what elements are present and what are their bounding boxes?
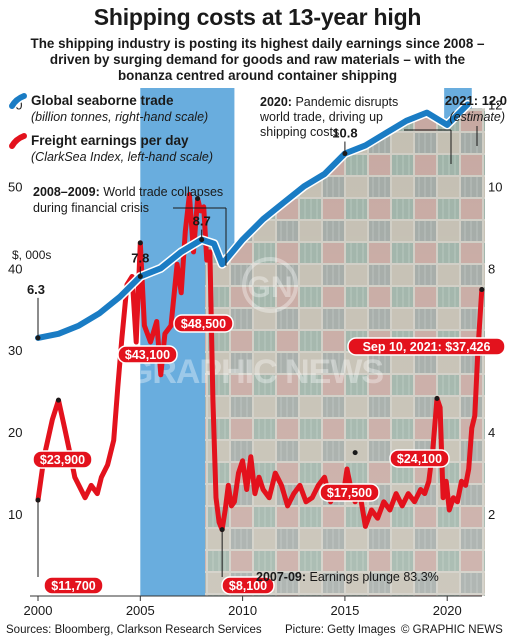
trade-point-6.3 [35, 335, 41, 341]
right-tick-label-12: 12 [488, 97, 502, 112]
x-tick-label-2020: 2020 [433, 603, 462, 618]
left-tick-label-30: 30 [8, 343, 22, 358]
earnings-label-box-$24,100 [389, 449, 450, 468]
right-tick-label-4: 4 [488, 425, 495, 440]
footer-copyright: © GRAPHIC NEWS [401, 624, 503, 636]
annotation-crisis-years: 2008–2009: [33, 185, 100, 199]
legend-earnings-label: Freight earnings per day [31, 133, 189, 148]
footer-sources: Sources: Bloomberg, Clarkson Research Se… [6, 624, 262, 636]
earnings-label-box-$17,500 [319, 483, 380, 502]
earnings-label-box-Sep 10, 2021: $37,426 [347, 337, 506, 356]
earnings-point-Sep 10, 2021: $37,426 [479, 287, 485, 293]
legend-trade-note: (billion tonnes, right-hand scale) [31, 110, 208, 124]
left-tick-label-50: 50 [8, 179, 22, 194]
earnings-point-$11,700 [35, 497, 41, 503]
trade-label-7.8: 7.8 [131, 250, 149, 265]
earnings-point-$48,500 [195, 196, 201, 202]
left-tick-label-20: 20 [8, 425, 22, 440]
x-axis-ticks: 2000 2005 2010 2015 2020 [24, 596, 462, 618]
earnings-label-$23,900: $23,900 [40, 453, 85, 467]
trade-point-7.8 [137, 273, 143, 279]
earnings-label-box-$8,100 [221, 576, 275, 595]
legend-trade-swatch [9, 93, 27, 109]
earnings-label-box-$11,700 [43, 576, 104, 595]
left-tick-label-10: 10 [8, 507, 22, 522]
annotation-pandemic: 2020: Pandemic disrupts world trade, dri… [259, 95, 452, 164]
subtitle-line-2: driven by surging demand for goods and r… [49, 52, 466, 67]
left-axis-unit: $, 000s [12, 248, 51, 262]
trade-point-10.8 [342, 151, 348, 157]
earnings-label-$11,700: $11,700 [51, 579, 96, 593]
annotation-plunge-line: 2007-09: Earnings plunge 83.3% [256, 570, 439, 584]
annotation-estimate: 2021: 12.0 (estimate) [445, 93, 507, 146]
annotation-plunge: 2007-09: Earnings plunge 83.3% [256, 570, 439, 584]
earnings-point-$17,500 [352, 450, 358, 456]
x-tick-label-2000: 2000 [24, 603, 53, 618]
earnings-label-box-$43,100 [117, 345, 178, 364]
right-tick-label-10: 10 [488, 179, 502, 194]
watermark-monogram: GN [248, 271, 293, 304]
earnings-point-$8,100 [219, 527, 225, 533]
annotation-pandemic-line-2: world trade, driving up [259, 110, 383, 124]
annotation-pandemic-year: 2020: [260, 95, 292, 109]
earnings-label-$43,100: $43,100 [125, 348, 170, 362]
legend-trade-label: Global seaborne trade [31, 93, 174, 108]
annotation-crisis-line-1: 2008–2009: World trade collapses [33, 185, 223, 199]
earnings-data-labels: $11,700 $23,900 $43,100 $48,500 $8,100 $17,50… [32, 196, 506, 595]
annotation-crisis-text-1: World trade collapses [100, 185, 223, 199]
trade-data-labels: 6.3 7.8 8.7 10.8 [27, 126, 358, 341]
earnings-series-line [35, 192, 485, 533]
annotation-pandemic-text-1: Pandemic disrupts [292, 95, 398, 109]
trade-point-8.7 [199, 237, 205, 243]
annotation-plunge-text: Earnings plunge 83.3% [306, 570, 439, 584]
subtitle-line-1: The shipping industry is posting its hig… [30, 36, 485, 51]
right-tick-label-2: 2 [488, 507, 495, 522]
earnings-label-box-$48,500 [173, 314, 234, 333]
earnings-label-box-$23,900 [32, 450, 93, 469]
annotation-pandemic-line-1: 2020: Pandemic disrupts [260, 95, 398, 109]
x-tick-label-2015: 2015 [330, 603, 359, 618]
earnings-point-$24,100 [434, 396, 440, 402]
footer: Sources: Bloomberg, Clarkson Research Se… [0, 624, 515, 642]
chart-title: Shipping costs at 13-year high [93, 4, 422, 30]
earnings-label-$48,500: $48,500 [181, 317, 226, 331]
left-tick-label-40: 40 [8, 261, 22, 276]
trade-label-8.7: 8.7 [193, 214, 211, 229]
earnings-label-Sep 10, 2021: $37,426: Sep 10, 2021: $37,426 [363, 340, 491, 354]
annotation-crisis-line-2: during financial crisis [33, 201, 149, 215]
x-tick-label-2005: 2005 [126, 603, 155, 618]
trade-label-6.3: 6.3 [27, 282, 45, 297]
watermark-circle [242, 257, 298, 313]
trade-label-10.8: 10.8 [332, 126, 357, 141]
earnings-point-$43,100 [137, 240, 143, 246]
annotation-plunge-years: 2007-09: [256, 570, 306, 584]
annotation-estimate-value: 2021: 12.0 [445, 93, 507, 108]
annotation-pandemic-line-3: shipping costs [260, 125, 339, 139]
annotation-estimate-note: (estimate) [449, 110, 505, 124]
annotation-crisis: 2008–2009: World trade collapses during … [33, 185, 227, 266]
earnings-label-$24,100: $24,100 [397, 452, 442, 466]
legend-earnings-note: (ClarkSea Index, left-hand scale) [31, 150, 213, 164]
trade-series-line [35, 101, 471, 341]
footer-picture-credit: Picture: Getty Images [285, 624, 396, 636]
subtitle-line-3: bonanza centred around container shippin… [118, 68, 397, 83]
x-tick-label-2010: 2010 [228, 603, 257, 618]
earnings-label-$17,500: $17,500 [327, 486, 372, 500]
earnings-label-$8,100: $8,100 [229, 579, 267, 593]
right-tick-label-8: 8 [488, 261, 495, 276]
legend-earnings-swatch [9, 133, 27, 149]
earnings-point-$23,900 [55, 397, 61, 403]
legend: Global seaborne trade (billion tonnes, r… [7, 91, 213, 164]
